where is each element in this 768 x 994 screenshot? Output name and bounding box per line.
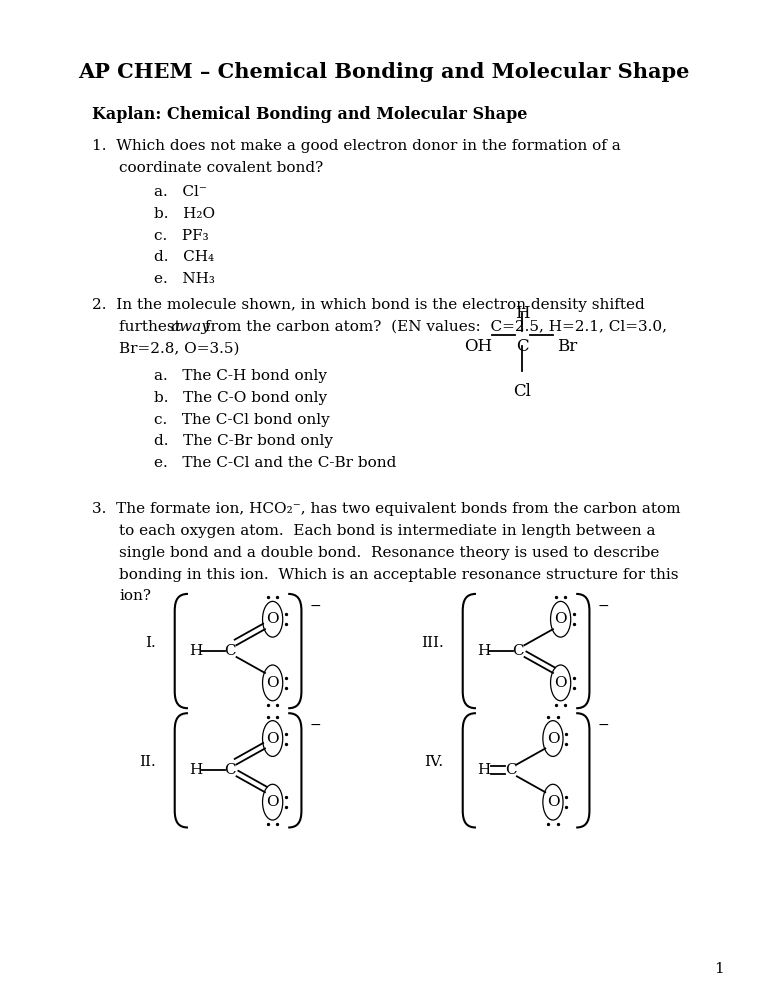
Text: c.   The C-Cl bond only: c. The C-Cl bond only [154, 413, 329, 426]
Text: H: H [189, 763, 203, 777]
Text: bonding in this ion.  Which is an acceptable resonance structure for this: bonding in this ion. Which is an accepta… [119, 568, 679, 581]
Text: single bond and a double bond.  Resonance theory is used to describe: single bond and a double bond. Resonance… [119, 546, 660, 560]
Text: C: C [224, 763, 237, 777]
Text: −: − [309, 718, 321, 733]
Text: coordinate covalent bond?: coordinate covalent bond? [119, 161, 323, 175]
Text: O: O [266, 612, 279, 626]
Text: AP CHEM – Chemical Bonding and Molecular Shape: AP CHEM – Chemical Bonding and Molecular… [78, 62, 690, 82]
Text: a.   Cl⁻: a. Cl⁻ [154, 185, 207, 199]
Text: −: − [598, 718, 609, 733]
Text: −: − [598, 598, 609, 613]
Text: O: O [547, 732, 559, 746]
Text: H: H [477, 644, 491, 658]
Text: 1.  Which does not make a good electron donor in the formation of a: 1. Which does not make a good electron d… [92, 139, 621, 153]
Text: c.   PF₃: c. PF₃ [154, 229, 208, 243]
Text: OH: OH [464, 338, 492, 355]
Text: O: O [554, 676, 567, 690]
Text: C: C [505, 763, 517, 777]
Text: furthest: furthest [119, 320, 186, 334]
Text: Cl: Cl [513, 383, 531, 400]
Text: 1: 1 [714, 962, 724, 976]
Text: H: H [477, 763, 491, 777]
Text: O: O [266, 732, 279, 746]
Text: III.: III. [421, 636, 443, 650]
Text: O: O [554, 612, 567, 626]
Text: d.   The C-Br bond only: d. The C-Br bond only [154, 434, 333, 448]
Text: away: away [170, 320, 210, 334]
Text: Br: Br [557, 338, 577, 355]
Text: II.: II. [139, 755, 155, 769]
Text: H: H [515, 305, 530, 322]
Text: from the carbon atom?  (EN values:  C=2.5, H=2.1, Cl=3.0,: from the carbon atom? (EN values: C=2.5,… [200, 320, 667, 334]
Text: b.   H₂O: b. H₂O [154, 207, 215, 221]
Text: e.   NH₃: e. NH₃ [154, 272, 214, 286]
Text: C: C [516, 338, 528, 355]
Text: I.: I. [145, 636, 155, 650]
Text: 2.  In the molecule shown, in which bond is the electron density shifted: 2. In the molecule shown, in which bond … [92, 298, 645, 312]
Text: e.   The C-Cl and the C-Br bond: e. The C-Cl and the C-Br bond [154, 456, 396, 470]
Text: −: − [309, 598, 321, 613]
Text: 3.  The formate ion, HCO₂⁻, has two equivalent bonds from the carbon atom: 3. The formate ion, HCO₂⁻, has two equiv… [92, 502, 680, 516]
Text: C: C [224, 644, 237, 658]
Text: d.   CH₄: d. CH₄ [154, 250, 214, 264]
Text: to each oxygen atom.  Each bond is intermediate in length between a: to each oxygen atom. Each bond is interm… [119, 524, 656, 538]
Text: C: C [512, 644, 525, 658]
Text: b.   The C-O bond only: b. The C-O bond only [154, 391, 326, 405]
Text: Kaplan: Chemical Bonding and Molecular Shape: Kaplan: Chemical Bonding and Molecular S… [92, 106, 528, 123]
Text: H: H [189, 644, 203, 658]
Text: a.   The C-H bond only: a. The C-H bond only [154, 369, 326, 383]
Text: ion?: ion? [119, 589, 151, 603]
Text: O: O [547, 795, 559, 809]
Text: IV.: IV. [425, 755, 443, 769]
Text: Br=2.8, O=3.5): Br=2.8, O=3.5) [119, 342, 240, 356]
Text: O: O [266, 676, 279, 690]
Text: O: O [266, 795, 279, 809]
